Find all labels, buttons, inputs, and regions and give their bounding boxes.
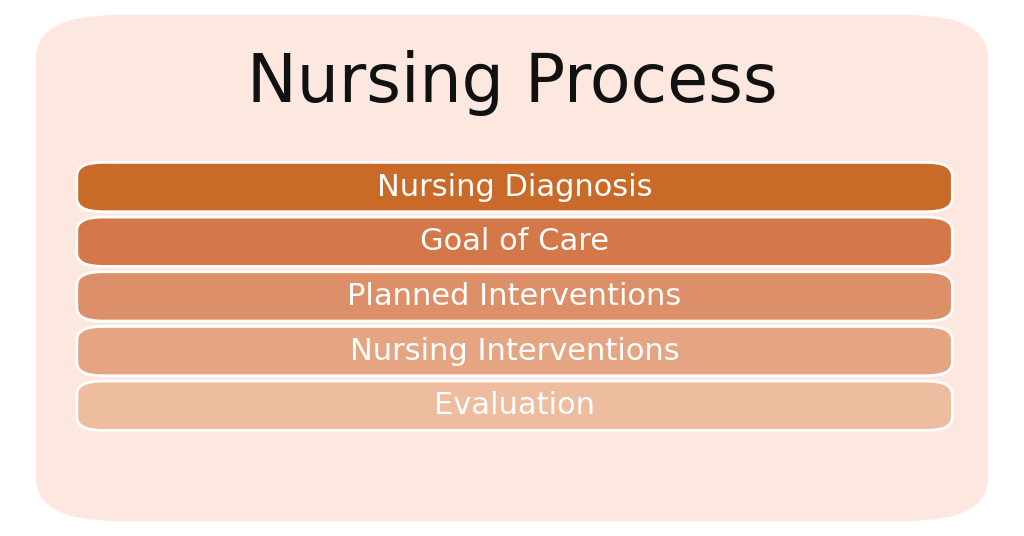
Text: Goal of Care: Goal of Care bbox=[420, 227, 609, 256]
FancyBboxPatch shape bbox=[77, 272, 952, 321]
Text: Planned Interventions: Planned Interventions bbox=[347, 282, 682, 311]
Text: Evaluation: Evaluation bbox=[434, 391, 595, 420]
Text: Nursing Diagnosis: Nursing Diagnosis bbox=[377, 173, 652, 202]
FancyBboxPatch shape bbox=[36, 15, 988, 521]
FancyBboxPatch shape bbox=[77, 217, 952, 266]
FancyBboxPatch shape bbox=[77, 162, 952, 212]
Text: Nursing Interventions: Nursing Interventions bbox=[350, 337, 679, 366]
FancyBboxPatch shape bbox=[77, 326, 952, 376]
Text: Nursing Process: Nursing Process bbox=[247, 50, 777, 116]
FancyBboxPatch shape bbox=[77, 381, 952, 430]
